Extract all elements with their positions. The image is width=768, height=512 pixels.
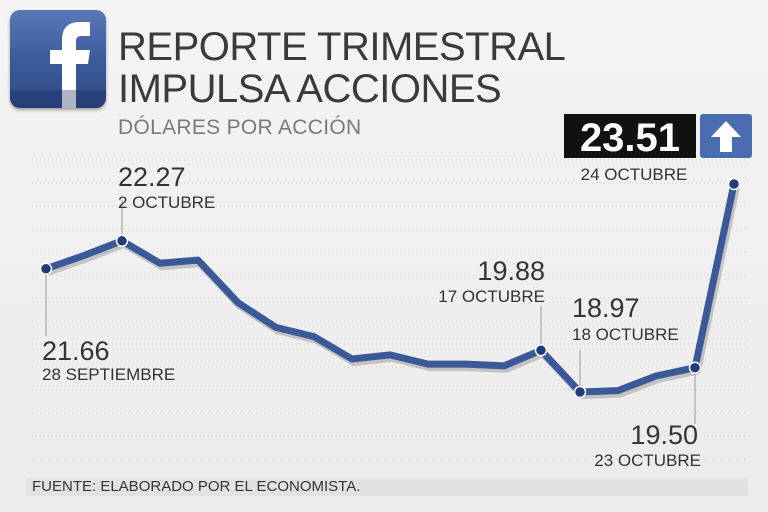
data-point-marker bbox=[688, 361, 702, 374]
highlight-value: 23.51 bbox=[580, 116, 680, 160]
source-footer: FUENTE: ELABORADO POR EL ECONOMISTA. bbox=[26, 478, 748, 496]
data-label-value: 18.97 bbox=[572, 293, 640, 323]
source-text: FUENTE: ELABORADO POR EL ECONOMISTA. bbox=[32, 478, 361, 495]
series-line bbox=[42, 180, 740, 399]
data-label-date: 23 OCTUBRE bbox=[594, 451, 701, 470]
data-label-value: 19.88 bbox=[477, 256, 545, 286]
title-line-1: REPORTE TRIMESTRAL bbox=[118, 25, 566, 69]
series-line-path bbox=[42, 180, 738, 396]
data-point-marker bbox=[534, 344, 548, 357]
data-point-marker bbox=[39, 262, 53, 276]
data-points bbox=[39, 177, 741, 399]
data-label-date: 17 OCTUBRE bbox=[438, 287, 545, 306]
series-line-shadow bbox=[46, 186, 740, 399]
facebook-logo-icon bbox=[10, 10, 106, 108]
data-point-marker bbox=[573, 385, 587, 399]
chart-title: REPORTE TRIMESTRAL IMPULSA ACCIONES bbox=[118, 25, 566, 111]
data-label-date: 2 OCTUBRE bbox=[118, 193, 215, 212]
highlight-date: 24 OCTUBRE bbox=[581, 165, 688, 184]
data-label-value: 19.50 bbox=[630, 420, 698, 450]
data-label-value: 22.27 bbox=[118, 162, 186, 192]
arrow-up-icon bbox=[711, 121, 741, 152]
highlight-badge: 23.51 24 OCTUBRE bbox=[564, 114, 752, 184]
leader-lines bbox=[45, 200, 696, 424]
data-point-marker bbox=[115, 234, 129, 248]
title-line-2: IMPULSA ACCIONES bbox=[118, 67, 502, 111]
data-label-date: 28 SEPTIEMBRE bbox=[42, 365, 175, 384]
chart-subtitle: DÓLARES POR ACCIÓN bbox=[118, 116, 362, 139]
highlight-value-box bbox=[564, 114, 696, 158]
data-label-value: 21.66 bbox=[42, 336, 110, 366]
data-point-marker bbox=[727, 177, 741, 191]
data-label-date: 18 OCTUBRE bbox=[572, 325, 679, 344]
